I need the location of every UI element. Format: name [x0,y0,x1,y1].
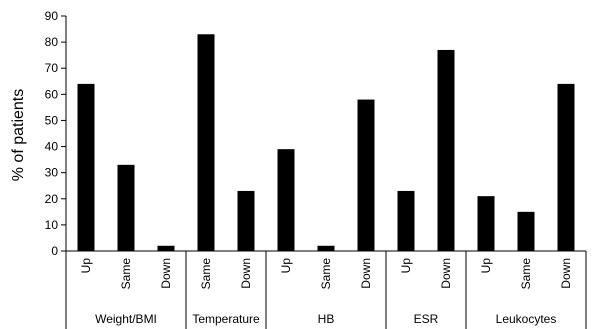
x-category-label: Same [199,258,213,290]
x-category-label: Up [479,258,493,274]
y-tick-label: 20 [45,192,59,206]
bar [357,99,375,251]
x-category-label: Down [439,258,453,289]
x-category-label: Same [319,258,333,290]
bar [477,196,495,251]
x-group-label: Weight/BMI [95,312,157,326]
x-category-label: Same [519,258,533,290]
x-category-label: Down [159,258,173,289]
x-category-label: Up [279,258,293,274]
y-axis-label: % of patients [10,89,27,182]
bar [557,83,575,251]
x-category-label: Down [359,258,373,289]
x-category-label: Up [399,258,413,274]
y-tick-label: 10 [45,218,59,232]
x-category-label: Up [79,258,93,274]
x-category-label: Down [239,258,253,289]
y-tick-label: 60 [45,87,59,101]
y-tick-label: 40 [45,140,59,154]
bar [77,83,95,251]
bar [117,164,135,251]
x-group-label: Leukocytes [496,312,557,326]
bars [77,34,575,252]
bar [317,245,335,251]
x-group-label: Temperature [192,312,260,326]
y-tick-label: 30 [45,166,59,180]
bar [157,245,175,251]
bar [277,149,295,251]
y-tick-label: 80 [45,35,59,49]
y-tick-label: 50 [45,113,59,127]
x-group-label: ESR [414,312,439,326]
x-group-label: HB [318,312,335,326]
y-tick-label: 0 [51,244,58,258]
labels: 0 10 20 30 40 50 60 70 80 90 Up Same Down Same Down Up S… [45,9,573,326]
axes [61,15,587,329]
bar [197,34,215,252]
bar [237,190,255,251]
y-tick-label: 90 [45,9,59,23]
bar [517,211,535,251]
bar [437,49,455,251]
x-category-label: Same [119,258,133,290]
bar [397,190,415,251]
x-category-label: Down [559,258,573,289]
y-tick-label: 70 [45,61,59,75]
